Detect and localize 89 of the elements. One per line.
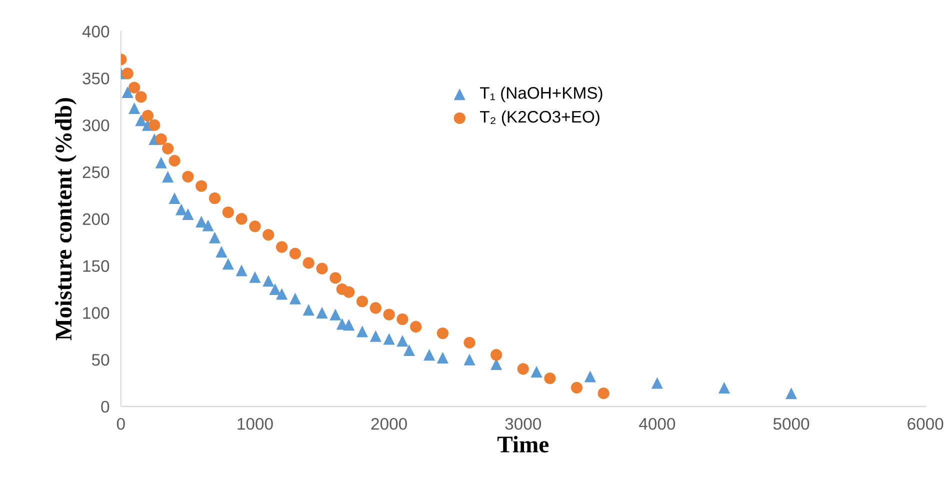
point [403,344,415,356]
point [162,142,174,154]
point [289,292,302,304]
point [262,274,274,287]
point [343,286,355,298]
point [175,204,188,216]
point [269,283,281,296]
y-tick-label: 250 [82,166,110,178]
point [356,326,368,338]
point [182,208,194,220]
point [436,352,448,364]
point [262,228,274,241]
point [155,133,167,145]
point [208,232,221,244]
y-tick-label: 150 [83,260,110,272]
point [162,170,174,182]
legend-label: T₁ (NaOH+KMS) [480,86,602,102]
point [464,354,476,366]
legend-label: T₂ (K2CO3+EO) [480,110,600,126]
point [168,154,180,167]
x-tick-label: 1000 [238,418,273,430]
x-tick-label: 6000 [908,418,944,430]
point [135,114,147,126]
y-tick-label: 100 [83,307,110,319]
point [436,327,448,340]
x-tick-label: 3000 [505,418,542,430]
point [785,388,798,400]
point [370,302,382,314]
point [343,319,355,331]
point [302,257,314,269]
point [289,248,302,260]
point [148,119,160,131]
point [122,68,134,80]
point [544,372,556,384]
point [396,313,408,326]
point [718,382,730,394]
point [122,86,134,98]
point [330,272,342,284]
x-axis-title: Time [497,436,549,452]
point [155,156,167,168]
point [517,363,529,375]
y-tick-label: 200 [82,213,110,226]
x-tick-label: 5000 [773,418,810,430]
point [490,349,502,361]
point [196,180,208,192]
y-tick-label: 400 [82,26,110,38]
point [128,82,140,94]
point [222,206,234,218]
point [423,349,436,361]
point [249,271,261,283]
point [222,258,234,270]
point [530,366,542,378]
point [356,296,368,308]
y-tick-label: 350 [82,72,110,84]
point [135,91,147,103]
point [396,334,408,347]
point [236,213,248,225]
y-tick-label: 0 [101,400,110,413]
point [598,388,610,400]
point [276,241,288,253]
y-tick-label: 50 [92,354,110,366]
point [316,262,328,274]
x-tick-label: 0 [116,418,125,430]
x-tick-label: 4000 [639,418,676,430]
point [651,377,664,389]
point [330,308,342,320]
point [302,304,314,316]
point [370,330,382,342]
point [202,220,214,232]
y-tick-label: 300 [82,119,110,132]
point [570,382,583,394]
point [383,308,395,320]
y-axis-title: Moisture content (%db) [55,98,76,340]
point [236,264,248,276]
point [168,192,180,204]
point [249,220,261,232]
point [316,306,328,318]
x-tick-label: 2000 [371,418,407,430]
point [383,333,395,345]
point [182,170,194,182]
point [410,320,422,333]
point [142,110,154,122]
point [464,336,476,348]
point [216,246,228,258]
point [208,192,221,204]
point [276,288,288,300]
point [196,216,208,228]
point [128,102,140,114]
point [584,370,596,382]
